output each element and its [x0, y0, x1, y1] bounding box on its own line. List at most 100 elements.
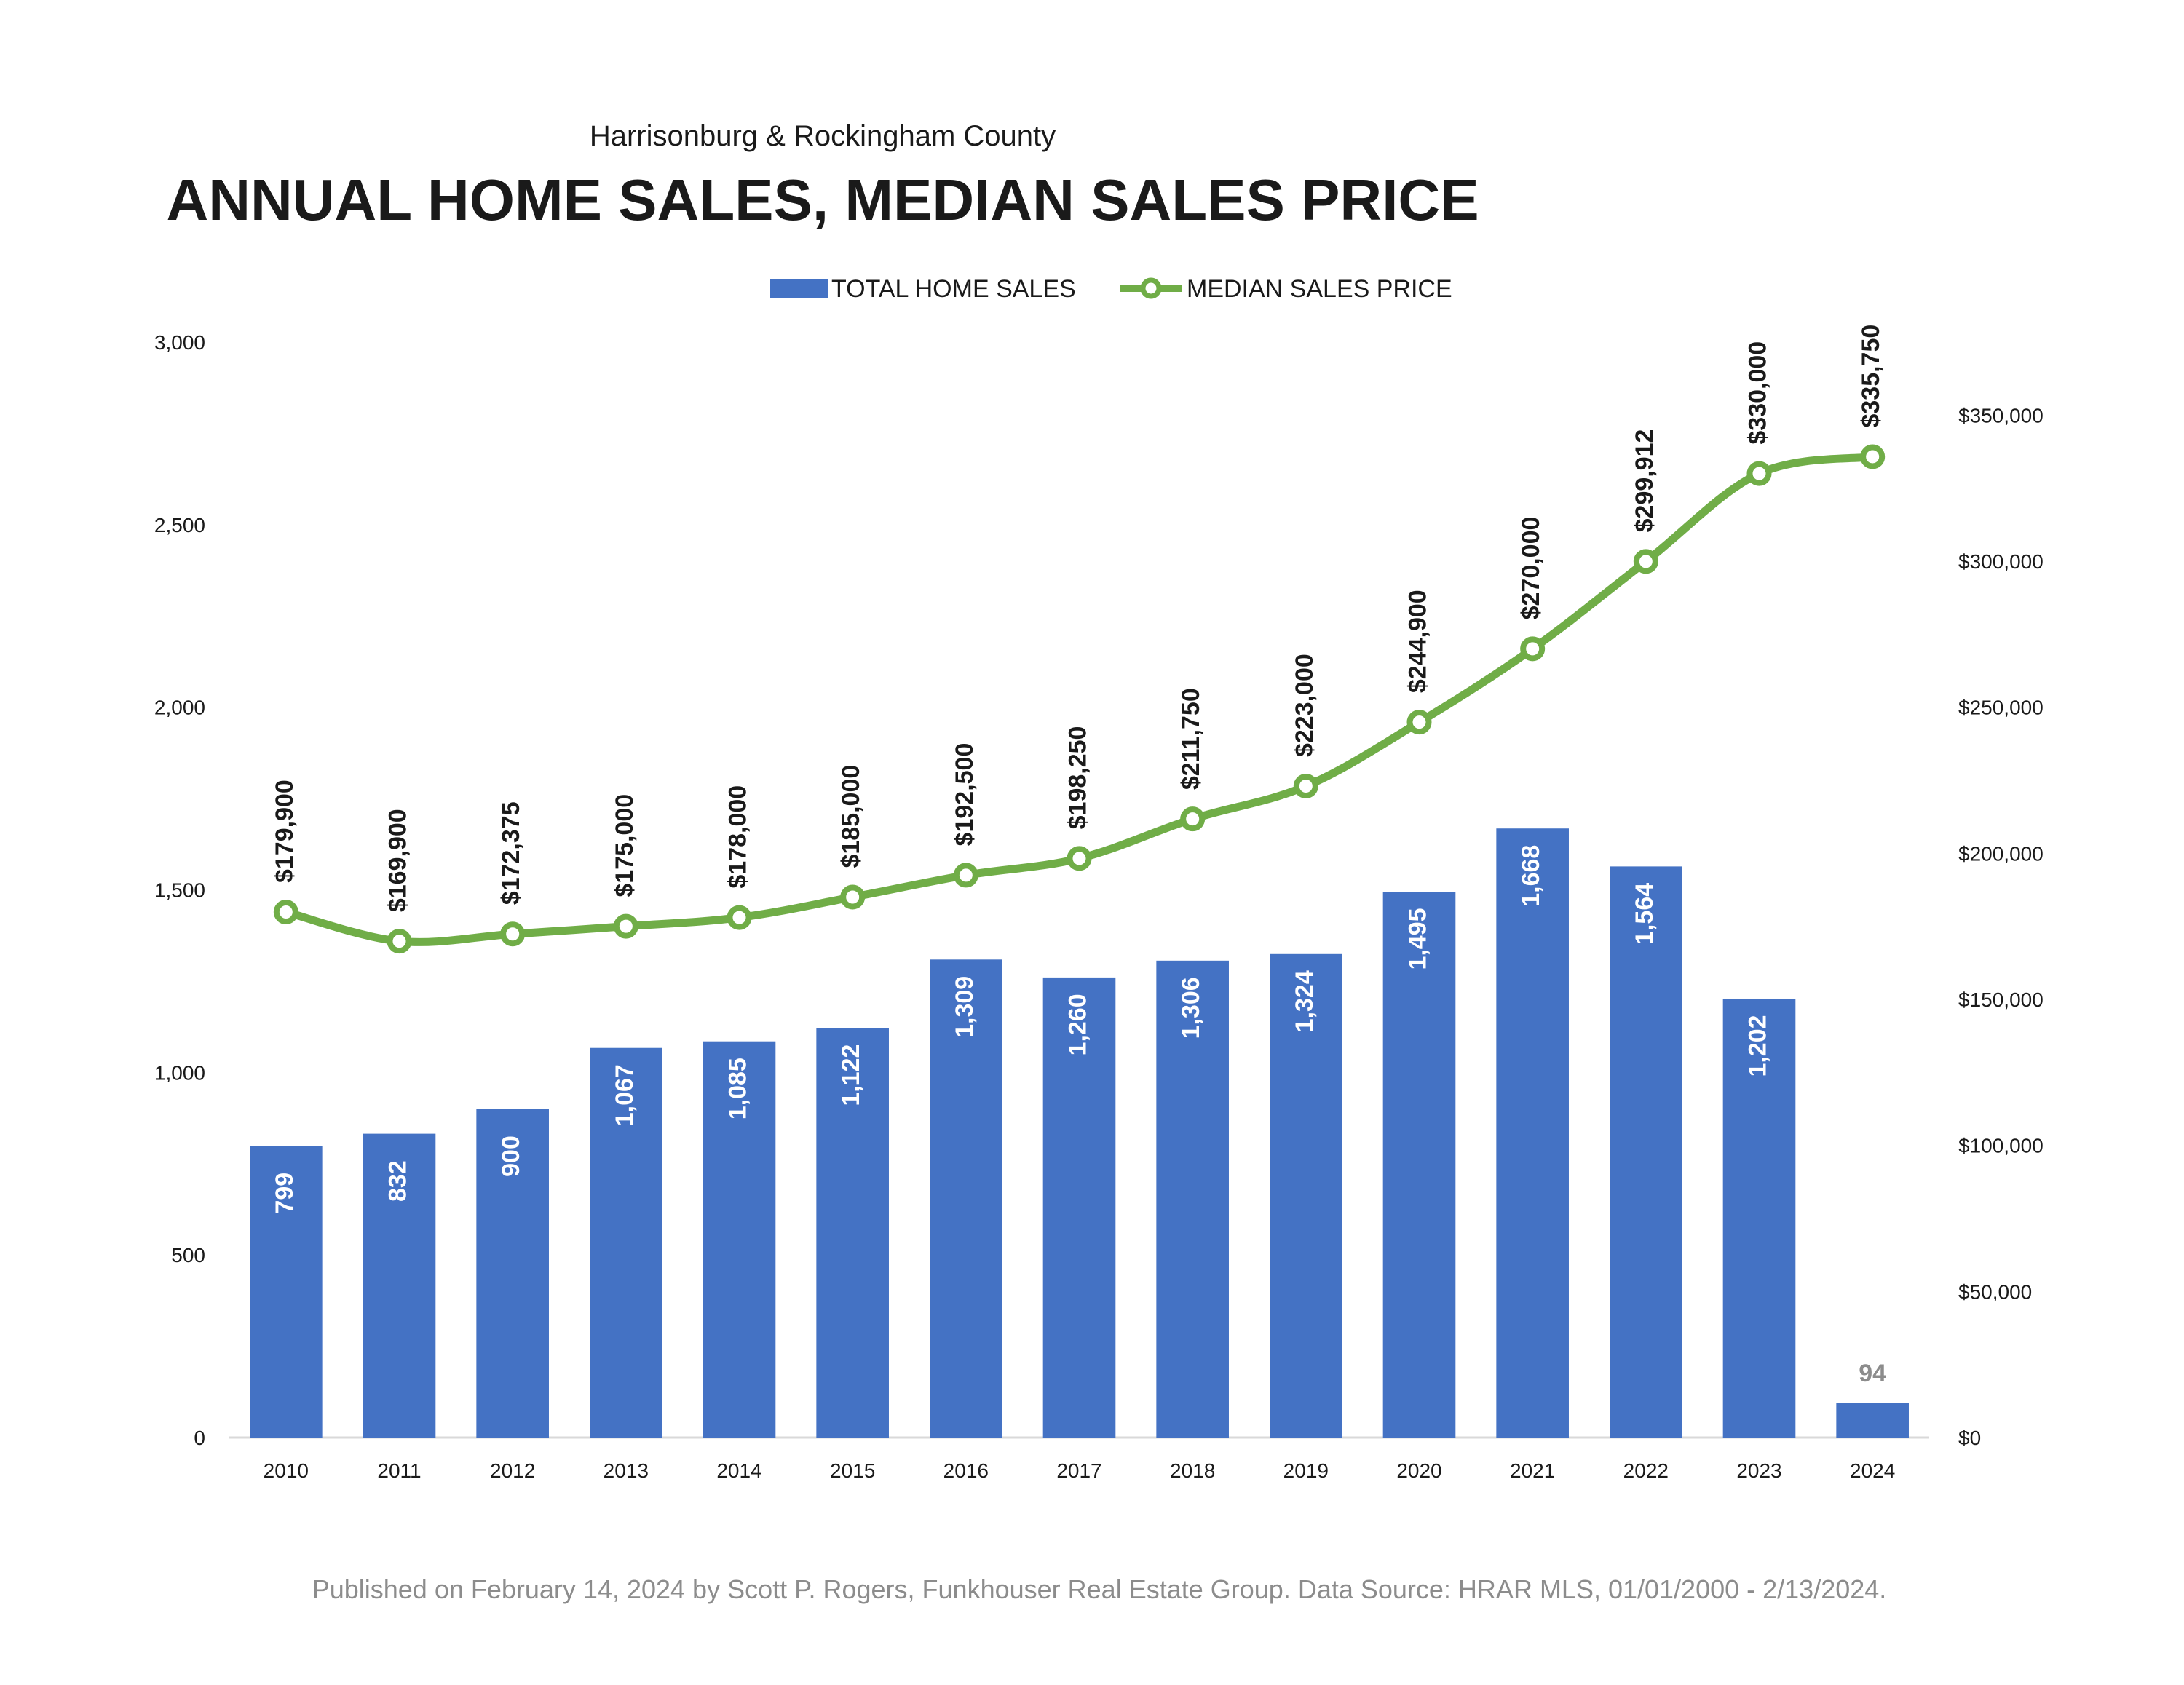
bar-value-label: 94 — [1859, 1360, 1886, 1387]
right-tick-label: $100,000 — [1958, 1135, 2043, 1157]
right-axis: $0 $50,000 $100,000 $150,000 $200,000 $250,00… — [1958, 404, 2043, 1449]
bar-value-label: 1,668 — [1517, 845, 1545, 907]
x-tick-label: 2010 — [264, 1459, 309, 1482]
price-marker — [500, 921, 526, 947]
bar-value-label: 832 — [384, 1160, 411, 1202]
price-marker — [1067, 846, 1092, 871]
price-marker — [1633, 549, 1658, 574]
left-tick-label: 1,000 — [154, 1061, 205, 1084]
legend-label-price: MEDIAN SALES PRICE — [1187, 275, 1452, 303]
bar-value-label: 1,495 — [1404, 908, 1431, 970]
right-tick-label: $300,000 — [1958, 550, 2043, 573]
bar — [1156, 960, 1229, 1438]
left-tick-label: 2,500 — [154, 514, 205, 536]
price-value-label: $198,250 — [1064, 726, 1091, 830]
x-tick-label: 2012 — [490, 1459, 535, 1482]
x-tick-label: 2021 — [1510, 1459, 1555, 1482]
bar — [1610, 866, 1682, 1438]
price-value-label: $244,900 — [1404, 590, 1431, 693]
bar — [703, 1041, 776, 1438]
left-tick-label: 2,000 — [154, 697, 205, 719]
bar-value-label: 1,564 — [1631, 883, 1658, 945]
price-marker — [1406, 710, 1432, 735]
price-value-label: $172,375 — [497, 801, 525, 905]
bar — [930, 959, 1002, 1438]
bar-labels: 799 832 900 1,067 1,085 1,122 1,309 1,260 1,306 1… — [271, 845, 1886, 1387]
right-tick-label: $0 — [1958, 1427, 1981, 1449]
x-tick-label: 2024 — [1850, 1459, 1895, 1482]
bar — [1836, 1403, 1909, 1438]
legend-bar-swatch — [770, 279, 828, 298]
price-marker — [273, 900, 298, 925]
bar — [1722, 998, 1796, 1438]
left-tick-label: 1,500 — [154, 879, 205, 902]
price-labels: $179,900 $169,900 $172,375 $175,000 $178,000… — [271, 325, 1885, 912]
bar-value-label: 1,306 — [1177, 977, 1205, 1039]
x-tick-label: 2011 — [377, 1459, 421, 1482]
price-value-label: $185,000 — [837, 765, 865, 868]
price-markers — [273, 444, 1886, 954]
x-tick-label: 2017 — [1056, 1459, 1101, 1482]
price-marker — [953, 863, 978, 888]
price-value-label: $211,750 — [1177, 688, 1205, 790]
bar — [363, 1133, 436, 1438]
x-tick-label: 2020 — [1396, 1459, 1441, 1482]
price-value-label: $223,000 — [1291, 654, 1318, 757]
bar-value-label: 1,122 — [837, 1044, 865, 1106]
median-price-line — [282, 453, 1877, 946]
price-value-label: $270,000 — [1517, 517, 1545, 620]
bar — [816, 1028, 889, 1438]
legend: TOTAL HOME SALES MEDIAN SALES PRICE — [770, 275, 1452, 303]
x-tick-label: 2016 — [943, 1459, 989, 1482]
bar-value-label: 799 — [271, 1173, 298, 1214]
bar — [1382, 892, 1456, 1438]
left-tick-label: 500 — [171, 1244, 205, 1266]
bar-value-label: 1,324 — [1291, 970, 1318, 1032]
left-tick-label: 3,000 — [154, 331, 205, 354]
price-value-label: $169,900 — [384, 809, 411, 912]
right-tick-label: $150,000 — [1958, 988, 2043, 1011]
price-marker — [1746, 461, 1772, 486]
price-marker — [1520, 636, 1546, 662]
price-marker — [1860, 444, 1886, 469]
price-value-label: $192,500 — [951, 743, 978, 847]
price-value-label: $175,000 — [611, 794, 638, 897]
price-marker — [727, 905, 752, 930]
right-tick-label: $50,000 — [1958, 1280, 2032, 1303]
price-marker — [1293, 774, 1318, 799]
bar — [590, 1047, 662, 1438]
left-tick-label: 0 — [194, 1427, 205, 1449]
footer-note: Published on February 14, 2024 by Scott … — [312, 1574, 1887, 1604]
price-marker — [613, 913, 638, 939]
bar-series — [250, 828, 1909, 1438]
price-marker — [840, 884, 866, 910]
legend-label-sales: TOTAL HOME SALES — [831, 275, 1076, 303]
x-tick-label: 2022 — [1623, 1459, 1669, 1482]
right-tick-label: $350,000 — [1958, 404, 2043, 427]
bar-value-label: 1,260 — [1064, 994, 1091, 1055]
x-axis: 2010 2011 2012 2013 2014 2015 2016 2017 2018 2019… — [264, 1459, 1896, 1482]
price-value-label: $179,900 — [271, 780, 298, 883]
bar-value-label: 1,309 — [951, 976, 978, 1038]
x-tick-label: 2015 — [830, 1459, 875, 1482]
bar-value-label: 900 — [497, 1135, 525, 1177]
x-tick-label: 2013 — [604, 1459, 649, 1482]
right-tick-label: $250,000 — [1958, 697, 2043, 719]
bar-value-label: 1,202 — [1744, 1015, 1771, 1077]
chart-title: ANNUAL HOME SALES, MEDIAN SALES PRICE — [166, 167, 1479, 232]
price-value-label: $335,750 — [1857, 325, 1885, 428]
left-axis: 0 500 1,000 1,500 2,000 2,500 3,000 — [154, 331, 205, 1449]
legend-marker-icon — [1140, 277, 1162, 299]
right-tick-label: $200,000 — [1958, 842, 2043, 865]
bar — [1496, 828, 1569, 1438]
price-value-label: $299,912 — [1631, 429, 1658, 533]
price-value-label: $178,000 — [724, 785, 751, 889]
x-tick-label: 2023 — [1736, 1459, 1781, 1482]
price-value-label: $330,000 — [1744, 341, 1771, 445]
x-tick-label: 2019 — [1283, 1459, 1329, 1482]
bar-value-label: 1,067 — [611, 1064, 638, 1126]
price-marker — [387, 929, 412, 954]
bar — [250, 1146, 323, 1438]
x-tick-label: 2014 — [716, 1459, 761, 1482]
